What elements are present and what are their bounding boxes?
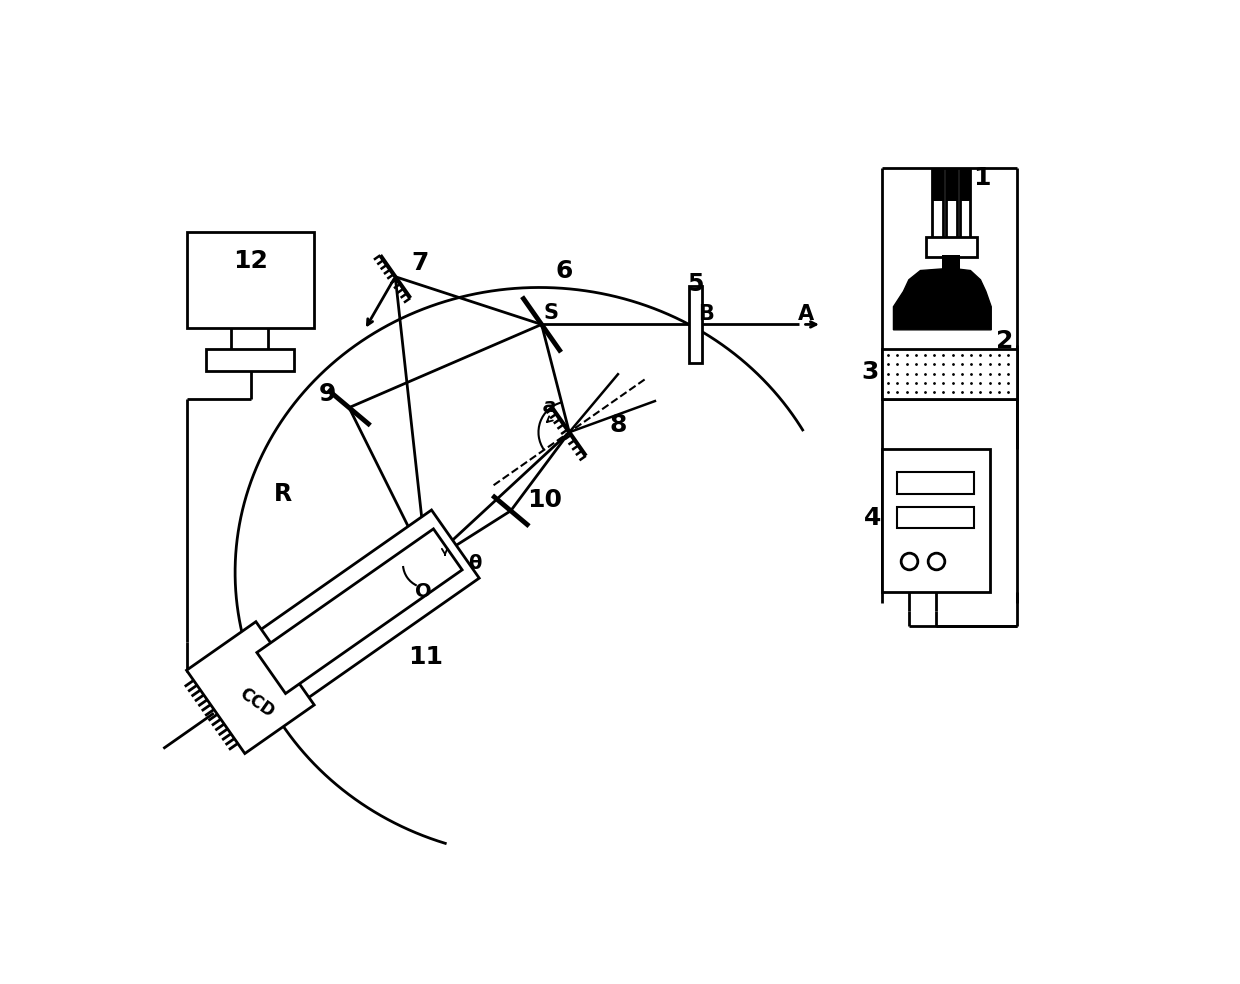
Bar — [960, 170, 971, 240]
Polygon shape — [894, 269, 991, 330]
Text: S: S — [543, 303, 558, 323]
Text: 1: 1 — [973, 166, 991, 190]
Bar — [206, 349, 294, 371]
Bar — [898, 472, 975, 494]
Text: 7: 7 — [412, 251, 429, 275]
Text: 4: 4 — [864, 507, 882, 530]
Text: 5: 5 — [687, 272, 704, 295]
Polygon shape — [257, 528, 463, 694]
Bar — [932, 170, 942, 240]
Bar — [946, 170, 956, 240]
Bar — [946, 170, 956, 202]
Bar — [898, 507, 975, 528]
Text: 10: 10 — [527, 488, 562, 512]
Polygon shape — [229, 510, 479, 719]
Text: 2: 2 — [997, 330, 1014, 353]
Text: B: B — [698, 304, 714, 325]
Bar — [882, 449, 990, 591]
Bar — [960, 170, 971, 202]
Text: a: a — [543, 398, 556, 416]
Bar — [688, 286, 703, 363]
Text: O: O — [415, 583, 432, 601]
Text: 3: 3 — [862, 360, 879, 384]
Text: R: R — [274, 482, 291, 506]
Text: 12: 12 — [233, 249, 268, 273]
Text: 9: 9 — [319, 382, 336, 405]
Bar — [932, 170, 942, 202]
Text: CCD: CCD — [236, 685, 278, 721]
Text: A: A — [799, 304, 815, 325]
Bar — [882, 349, 1017, 400]
Text: 8: 8 — [610, 412, 627, 437]
Text: 11: 11 — [408, 646, 444, 669]
Bar — [926, 237, 977, 257]
Bar — [942, 255, 961, 290]
Text: 6: 6 — [556, 259, 573, 282]
Polygon shape — [186, 622, 314, 754]
Bar — [187, 232, 315, 329]
Text: θ: θ — [467, 554, 481, 574]
